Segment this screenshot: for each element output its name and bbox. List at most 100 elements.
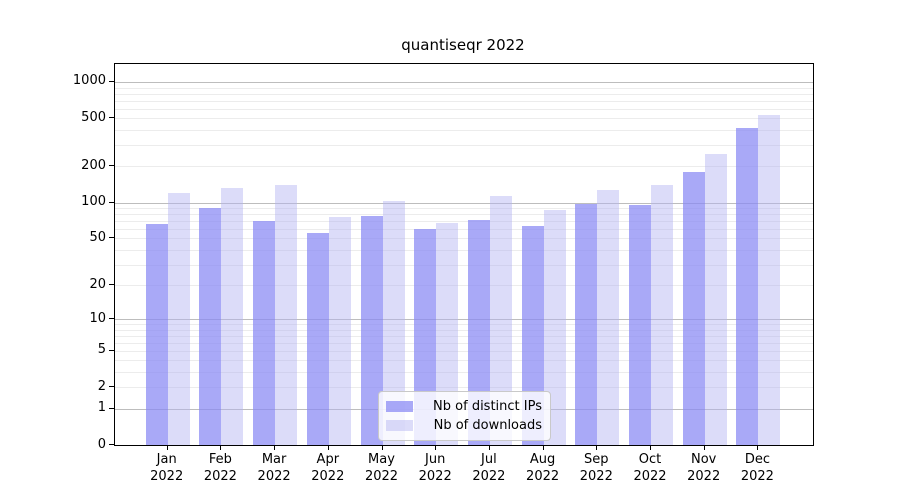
- x-tick-month: Jun: [425, 452, 446, 467]
- bar-downloads-oct: [651, 184, 673, 445]
- y-tick-10: [109, 318, 114, 319]
- gridline-200: [115, 166, 813, 168]
- y-tick-100: [109, 201, 114, 203]
- gridline-80: [115, 214, 813, 216]
- bar-distinct-ips-may: [360, 216, 383, 445]
- legend-swatch-downloads: [386, 420, 413, 431]
- x-tick-month: Sep: [584, 452, 609, 467]
- x-tick-month: Apr: [316, 452, 340, 467]
- x-tick-month: May: [368, 452, 395, 467]
- y-tick-5: [109, 349, 114, 351]
- x-tick-label-jul: Jul 2022: [449, 451, 529, 485]
- gridline-9: [115, 324, 813, 325]
- chart-title: quantiseqr 2022: [401, 36, 525, 54]
- gridline-700: [115, 100, 813, 102]
- bar-distinct-ips-feb: [199, 208, 222, 445]
- gridline-60: [115, 229, 813, 230]
- gridline-70: [115, 221, 813, 222]
- y-tick-1000: [109, 80, 114, 82]
- x-tick-year: 2022: [311, 469, 345, 484]
- x-tick-month: Aug: [529, 452, 556, 467]
- bar-downloads-jan: [167, 193, 190, 445]
- x-tick-label-oct: Oct 2022: [610, 451, 690, 485]
- x-tick-month: Nov: [691, 452, 717, 467]
- bar-downloads-apr: [328, 217, 351, 445]
- gridline-6: [115, 342, 813, 344]
- bar-distinct-ips-oct: [629, 205, 651, 445]
- bar-distinct-ips-aug: [521, 225, 544, 445]
- x-tick-label-feb: Feb 2022: [180, 451, 260, 485]
- gridline-600: [115, 108, 813, 110]
- legend: Nb of distinct IPs Nb of downloads: [378, 391, 551, 441]
- x-tick-label-nov: Nov 2022: [664, 451, 744, 485]
- x-tick-year: 2022: [633, 469, 667, 484]
- x-tick-may: [381, 445, 383, 450]
- gridline-1000: [115, 81, 813, 83]
- y-tick-label-200: 200: [81, 157, 106, 173]
- x-tick-sep: [596, 445, 598, 450]
- x-tick-year: 2022: [526, 469, 560, 484]
- x-tick-feb: [220, 445, 222, 450]
- gridline-90: [115, 208, 813, 209]
- x-tick-nov: [703, 445, 705, 450]
- gridline-5: [115, 350, 813, 352]
- gridline-7: [115, 335, 813, 337]
- x-tick-mar: [274, 445, 276, 450]
- gridline-20: [115, 285, 813, 286]
- bar-downloads-may: [382, 201, 405, 445]
- bar-downloads-nov: [704, 153, 727, 445]
- x-tick-jun: [435, 445, 437, 450]
- x-tick-dec: [757, 445, 759, 450]
- legend-item-downloads: Nb of downloads: [386, 416, 542, 435]
- plot-area: [114, 63, 814, 446]
- legend-item-distinct-ips: Nb of distinct IPs: [386, 397, 542, 416]
- x-tick-jan: [166, 445, 168, 450]
- bar-downloads-jun: [436, 223, 459, 445]
- bar-downloads-aug: [543, 210, 566, 445]
- gridline-900: [115, 87, 813, 89]
- bar-distinct-ips-mar: [253, 221, 276, 445]
- x-tick-year: 2022: [472, 469, 506, 484]
- gridline-40: [115, 249, 813, 251]
- x-tick-aug: [542, 445, 544, 450]
- bar-distinct-ips-jan: [145, 224, 168, 445]
- x-tick-year: 2022: [150, 469, 184, 484]
- x-tick-jul: [488, 445, 490, 450]
- gridline-800: [115, 93, 813, 95]
- x-tick-year: 2022: [257, 469, 291, 484]
- gridline-400: [115, 130, 813, 131]
- x-tick-label-aug: Aug 2022: [503, 451, 583, 485]
- x-tick-month: Mar: [261, 452, 287, 467]
- bar-downloads-jul: [489, 196, 512, 445]
- bar-distinct-ips-nov: [682, 171, 705, 445]
- x-tick-label-mar: Mar 2022: [234, 451, 314, 485]
- legend-label-downloads: Nb of downloads: [433, 418, 542, 433]
- x-tick-label-apr: Apr 2022: [288, 451, 368, 485]
- x-tick-oct: [650, 445, 651, 450]
- x-tick-year: 2022: [740, 469, 774, 484]
- bar-distinct-ips-dec: [736, 127, 759, 445]
- gridline-100: [115, 202, 813, 204]
- x-tick-year: 2022: [364, 469, 399, 484]
- x-tick-year: 2022: [687, 469, 721, 484]
- x-tick-month: Oct: [638, 452, 662, 467]
- bar-downloads-mar: [275, 184, 298, 445]
- x-tick-apr: [327, 445, 329, 450]
- x-tick-label-sep: Sep 2022: [556, 451, 636, 485]
- legend-swatch-distinct-ips: [386, 401, 413, 412]
- gridline-2: [115, 387, 813, 389]
- x-tick-label-jun: Jun 2022: [395, 451, 475, 485]
- bar-distinct-ips-jul: [467, 220, 490, 445]
- bar-distinct-ips-apr: [306, 232, 329, 445]
- bar-downloads-feb: [221, 187, 244, 445]
- y-tick-label-5: 5: [97, 342, 106, 358]
- y-tick-label-20: 20: [89, 276, 106, 292]
- gridline-10: [115, 319, 813, 320]
- y-tick-200: [109, 165, 114, 167]
- legend-label-distinct-ips: Nb of distinct IPs: [433, 399, 542, 414]
- y-tick-label-2: 2: [97, 378, 106, 394]
- y-tick-label-50: 50: [89, 229, 106, 245]
- y-tick-20: [109, 284, 114, 285]
- x-tick-year: 2022: [418, 469, 452, 484]
